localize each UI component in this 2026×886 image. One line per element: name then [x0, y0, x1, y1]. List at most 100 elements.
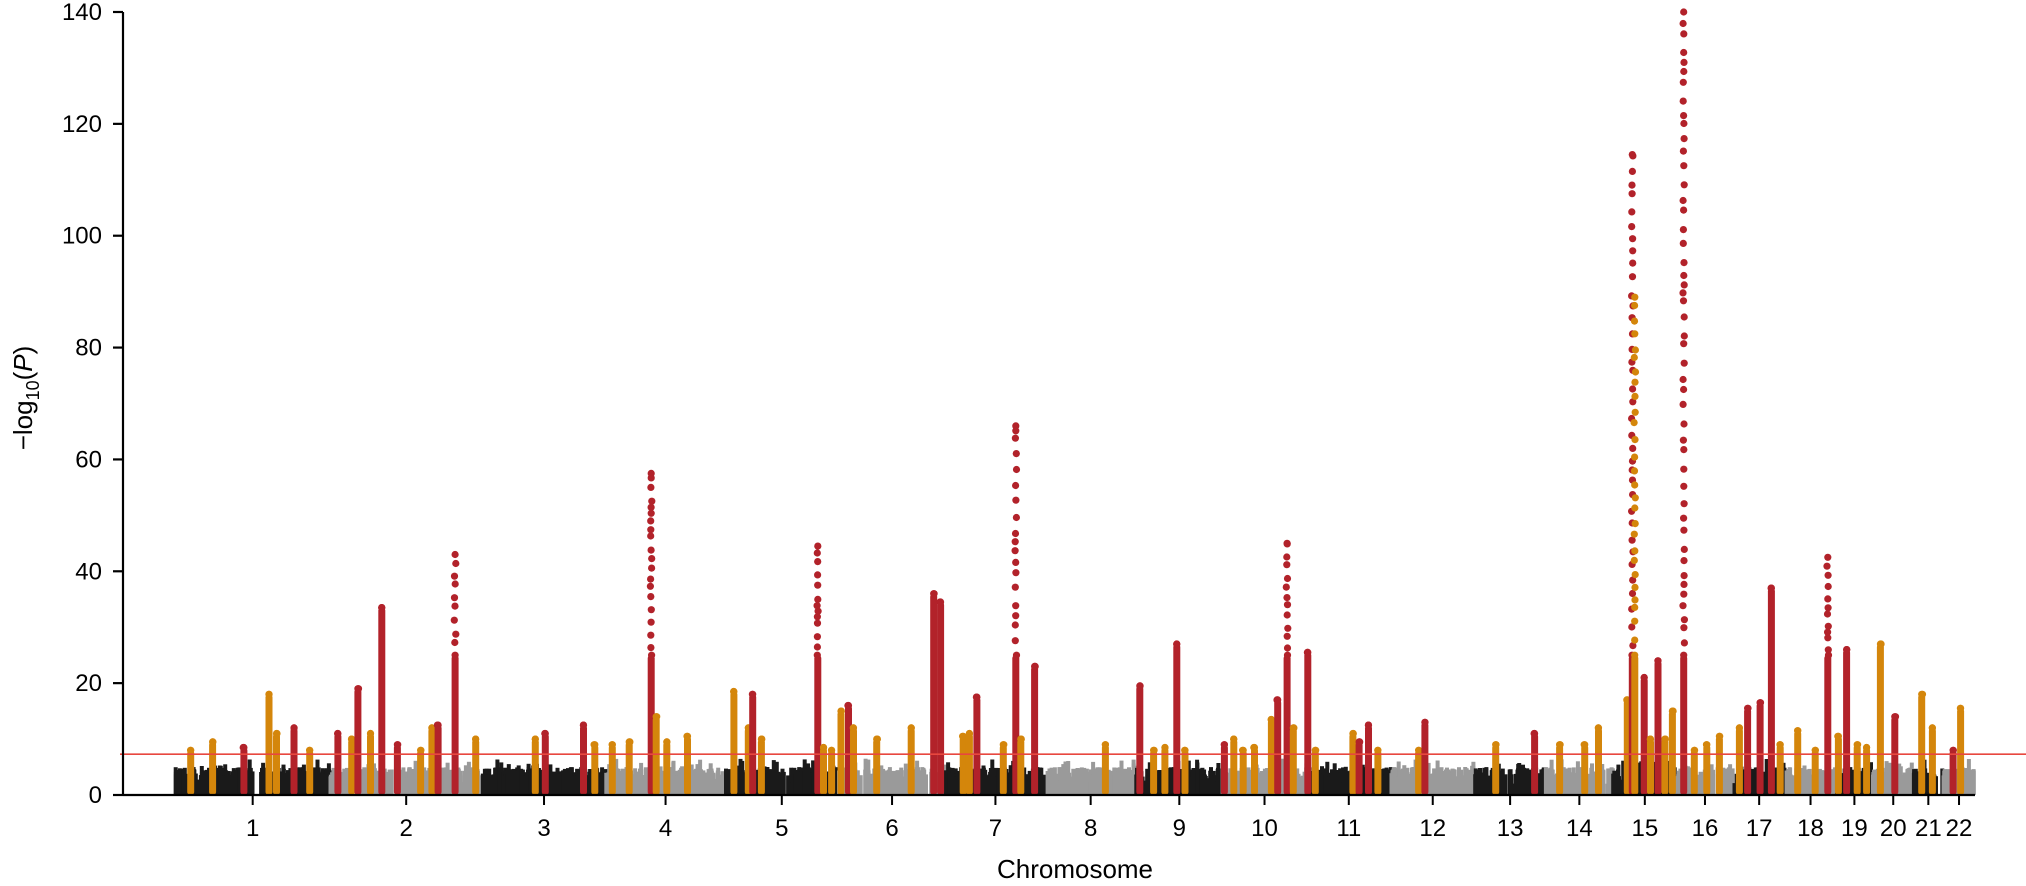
snp-band [389, 769, 394, 795]
snp-point [647, 503, 655, 511]
snp-band [575, 768, 580, 795]
snp-band [1517, 763, 1522, 795]
snp-band [720, 771, 725, 795]
locus-chr12 [1415, 746, 1423, 795]
snp-band [1346, 772, 1351, 795]
locus-chr4 [683, 732, 692, 795]
locus-column [1891, 716, 1899, 795]
locus-column [1556, 744, 1564, 795]
snp-band [1874, 772, 1879, 795]
snp-band [1791, 776, 1796, 795]
snp-point [1629, 642, 1637, 650]
locus-column [1661, 739, 1669, 795]
snp-band [1428, 773, 1433, 795]
snp-band [324, 768, 329, 795]
snp-point [1680, 482, 1688, 490]
lead-snp-point [1374, 746, 1382, 754]
snp-point [1012, 450, 1020, 458]
locus-chr15 [1630, 293, 1640, 795]
lead-snp-point [1891, 713, 1899, 721]
lead-snp-point [1744, 704, 1752, 712]
snp-point [1631, 547, 1639, 555]
snp-band [795, 771, 800, 795]
lead-snp-point [1735, 724, 1743, 732]
snp-band [1579, 771, 1583, 795]
snp-band [1084, 768, 1089, 795]
x-tick-label-chr10: 10 [1251, 815, 1278, 842]
snp-band [1188, 777, 1192, 795]
snp-band [1549, 768, 1554, 795]
snp-band [1561, 771, 1566, 795]
snp-band [224, 770, 229, 795]
snp-band [1097, 767, 1102, 795]
snp-band [299, 770, 304, 795]
locus-column [1834, 736, 1842, 795]
snp-band [727, 780, 732, 795]
snp-point [451, 638, 459, 647]
lead-snp-point [663, 738, 671, 746]
lead-snp-point [730, 687, 738, 696]
x-tick-label-chr9: 9 [1173, 815, 1186, 842]
snp-point [1631, 368, 1640, 376]
lead-snp-point [930, 590, 938, 598]
snp-band [905, 772, 910, 795]
lead-snp-point [757, 735, 766, 743]
lead-snp-point [844, 701, 853, 710]
snp-band [319, 777, 324, 795]
snp-point [1631, 520, 1639, 528]
locus-column [1150, 750, 1158, 795]
snp-band [1215, 775, 1220, 795]
snp-band [1728, 773, 1733, 795]
lead-snp-point [608, 741, 616, 749]
locus-chr22 [1949, 746, 1957, 795]
locus-chr1 [306, 746, 314, 795]
y-tick-label: 100 [62, 223, 102, 250]
x-tick-label-chr4: 4 [659, 815, 672, 842]
snp-band [1886, 771, 1891, 795]
snp-band [1479, 772, 1484, 795]
snp-point [1631, 651, 1639, 659]
locus-chr6 [930, 590, 938, 795]
locus-chr11 [1364, 721, 1373, 795]
locus-column [1595, 727, 1602, 795]
locus-chr6 [849, 724, 858, 795]
lead-snp-point [1289, 724, 1297, 732]
snp-point [1680, 590, 1688, 598]
lead-snp-point [1012, 422, 1020, 430]
locus-column [1581, 744, 1589, 795]
snp-point [647, 644, 655, 652]
snp-band [703, 773, 708, 795]
locus-chr9 [1181, 746, 1189, 795]
snp-point [1631, 346, 1639, 354]
snp-band [631, 774, 635, 795]
snp-band [468, 773, 473, 795]
locus-column [1918, 694, 1926, 795]
snp-band [996, 769, 1001, 795]
snp-point [1824, 582, 1832, 591]
snp-point [1824, 622, 1832, 630]
snp-point [1012, 481, 1020, 490]
snp-band [237, 768, 242, 795]
snp-point [1631, 408, 1639, 416]
x-tick-label-chr11: 11 [1336, 815, 1361, 842]
snp-band [1944, 775, 1949, 795]
locus-chr2 [334, 729, 342, 795]
snp-point [1012, 651, 1021, 659]
snp-band [1400, 770, 1405, 795]
snp-band [501, 775, 506, 795]
locus-chr5 [827, 746, 836, 795]
snp-band [313, 768, 318, 795]
locus-column [378, 607, 386, 795]
snp-band [1484, 774, 1489, 795]
snp-band [1330, 769, 1334, 795]
lead-snp-point [354, 685, 362, 693]
x-tick-label-chr19: 19 [1841, 815, 1868, 842]
locus-column [1274, 699, 1282, 795]
lead-snp-point [1690, 746, 1698, 754]
lead-snp-point [814, 542, 822, 550]
lead-snp-point [334, 729, 342, 738]
snp-band [1382, 775, 1387, 795]
snp-point [813, 651, 821, 659]
snp-point [1283, 651, 1292, 659]
snp-band [1380, 769, 1385, 795]
